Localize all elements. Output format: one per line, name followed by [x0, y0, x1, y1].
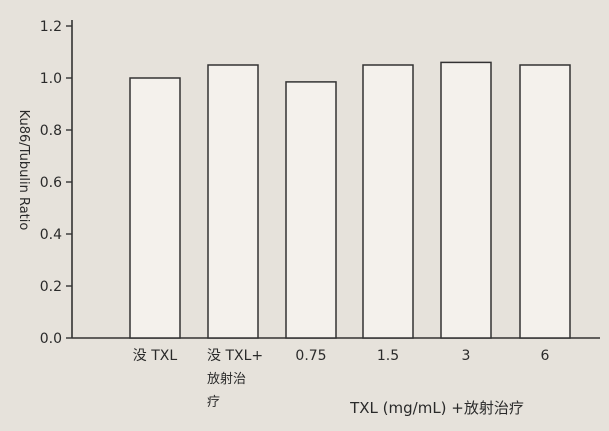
- y-tick-label: 0.4: [40, 227, 62, 243]
- x-tick-label: 1.5: [377, 348, 399, 364]
- x-tick-label: 没 TXL+: [207, 348, 263, 364]
- x-axis-label: TXL (mg/mL) +放射治疗: [349, 399, 524, 417]
- x-tick-label: 放射治: [207, 371, 246, 387]
- bar: [285, 81, 337, 339]
- y-axis-label: Ku86/Tubulin Ratio: [16, 110, 31, 231]
- x-tick-label: 0.75: [295, 348, 326, 364]
- y-tick-label: 1.2: [40, 19, 62, 35]
- x-tick-label: 疗: [207, 395, 220, 410]
- y-tick-label: 0.6: [40, 175, 62, 191]
- bar: [207, 64, 259, 339]
- y-tick-label: 0.8: [40, 123, 62, 139]
- bar: [362, 64, 414, 339]
- bar: [440, 61, 492, 339]
- chart-bars: [129, 61, 571, 339]
- y-tick-label: 0.2: [40, 279, 62, 295]
- bar: [519, 64, 571, 339]
- y-tick-label: 1.0: [40, 71, 62, 87]
- x-tick-label: 没 TXL: [133, 348, 178, 364]
- bar: [129, 77, 181, 339]
- y-tick-label: 0.0: [40, 331, 62, 347]
- x-tick-label: 3: [462, 348, 471, 364]
- x-tick-label: 6: [541, 348, 550, 364]
- chart-ticks: 0.0 0.2 0.4 0.6 0.8 1.0 1.2 没 TXL 没 TXL+ 放射治疗 0.75…: [40, 19, 550, 410]
